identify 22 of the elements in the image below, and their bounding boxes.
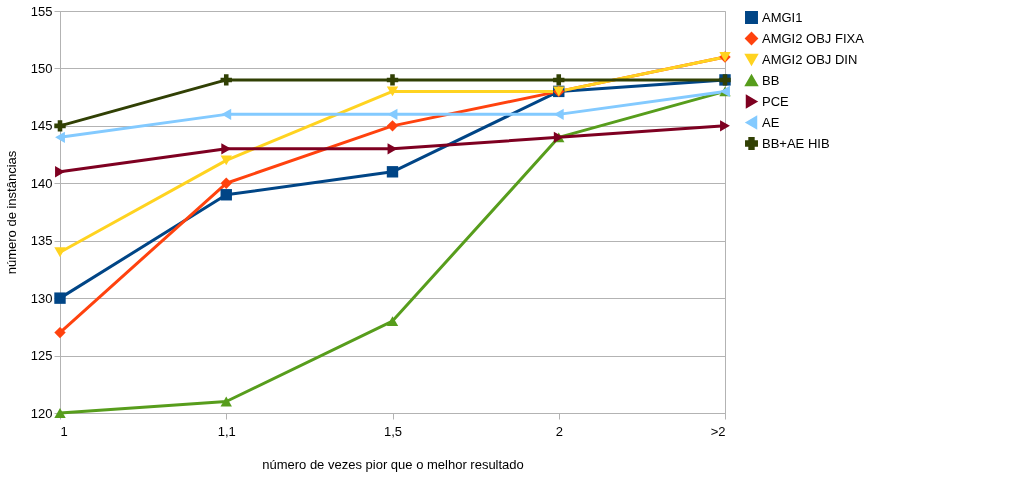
x-tick-label: 1 xyxy=(60,423,68,439)
x-axis-title: número de vezes pior que o melhor resultado xyxy=(262,456,524,472)
y-tick-label: 140 xyxy=(30,175,53,191)
legend-label: BB+AE HIB xyxy=(762,135,830,151)
x-tick-label: 1,1 xyxy=(217,423,236,439)
y-tick-label: 155 xyxy=(30,3,53,19)
x-tick-label: 2 xyxy=(555,423,563,439)
y-tick-label: 125 xyxy=(30,348,53,364)
y-tick-label: 150 xyxy=(30,60,53,76)
legend-label: AMGI1 xyxy=(762,9,803,25)
y-tick-label: 120 xyxy=(30,405,53,421)
legend-label: BB xyxy=(762,72,780,88)
legend-label: AMGI2 OBJ FIXA xyxy=(762,30,865,46)
x-tick-label: 1,5 xyxy=(383,423,403,439)
legend-label: AE xyxy=(762,114,780,130)
y-tick-label: 135 xyxy=(30,233,53,249)
y-axis-title: número de instâncias xyxy=(3,150,19,275)
y-tick-label: 130 xyxy=(30,290,53,306)
y-tick-label: 145 xyxy=(30,118,53,134)
legend-label: AMGI2 OBJ DIN xyxy=(762,51,858,67)
legend-label: PCE xyxy=(762,93,790,109)
x-tick-label: >2 xyxy=(710,423,726,439)
